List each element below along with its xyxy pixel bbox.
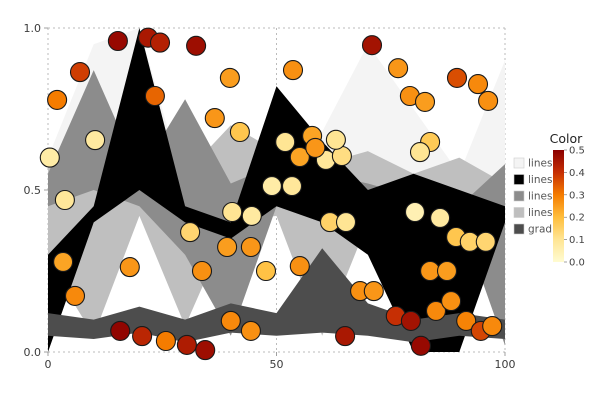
scatter-point <box>261 176 282 197</box>
scatter-point <box>186 35 207 56</box>
scatter-point <box>229 121 250 143</box>
scatter-point <box>155 330 176 352</box>
scatter-point <box>110 320 131 341</box>
scatter-point <box>204 108 225 129</box>
y-tick-label: 0.0 <box>24 346 42 359</box>
scatter-point <box>275 131 296 153</box>
color-legend: Color 0.0 0.1 0.2 0.3 0.4 0.5 <box>550 131 585 269</box>
scatter-point <box>409 142 431 163</box>
scatter-points <box>39 27 503 361</box>
area-series <box>48 125 505 336</box>
colorbar-tick-label: 0.4 <box>569 168 585 179</box>
scatter-point <box>241 205 262 226</box>
scatter-point <box>388 58 409 79</box>
scatter-point <box>220 310 241 331</box>
scatter-point <box>410 335 431 356</box>
scatter-point <box>400 310 421 331</box>
x-tick-label: 100 <box>495 358 516 371</box>
colorbar-tick-label: 0.0 <box>569 258 585 269</box>
scatter-point <box>85 130 106 151</box>
scatter-point <box>222 201 243 223</box>
legend-label: lines <box>528 207 552 219</box>
scatter-point <box>180 222 201 243</box>
scatter-point <box>53 251 74 272</box>
scatter-point <box>119 257 140 278</box>
legend-swatch <box>513 157 525 169</box>
scatter-point <box>240 320 261 341</box>
scatter-point <box>335 326 356 347</box>
y-tick-label: 1.0 <box>24 22 42 35</box>
legend-swatch <box>513 190 525 202</box>
legend-swatch <box>513 223 525 235</box>
scatter-point <box>467 74 489 95</box>
scatter-point <box>425 300 447 321</box>
scatter-point <box>430 207 451 228</box>
scatter-point <box>305 137 326 158</box>
scatter-point <box>361 35 383 56</box>
scatter-point <box>420 260 441 282</box>
scatter-point <box>54 189 75 211</box>
scatter-point <box>64 285 86 306</box>
series-legend: lines lines lines lines grad <box>513 157 552 236</box>
scatter-point <box>107 30 128 52</box>
scatter-point <box>47 89 68 110</box>
scatter-point <box>436 260 458 282</box>
scatter-point <box>176 334 197 355</box>
legend-label: lines <box>528 174 552 186</box>
legend-label: grad <box>528 224 552 236</box>
scatter-point <box>441 291 462 312</box>
scatter-point <box>325 129 346 150</box>
scatter-point <box>478 90 499 111</box>
scatter-point <box>132 326 153 347</box>
colorbar <box>553 150 564 262</box>
scatter-point <box>482 316 503 337</box>
colorbar-tick-label: 0.5 <box>569 146 585 157</box>
scatter-point <box>475 231 496 252</box>
legend-swatch <box>513 174 525 185</box>
scatter-point <box>217 236 238 258</box>
scatter-point <box>281 176 303 197</box>
scatter-point <box>69 62 91 83</box>
scatter-point <box>289 256 310 277</box>
scatter-point <box>335 212 357 233</box>
scatter-point <box>195 340 216 361</box>
scatter-point <box>289 146 310 168</box>
scatter-point <box>240 236 261 258</box>
scatter-point <box>282 60 304 81</box>
legend-swatch <box>513 207 525 218</box>
scatter-point <box>404 201 426 223</box>
scatter-point <box>39 147 60 168</box>
legend-label: lines <box>528 158 552 170</box>
x-tick-label: 50 <box>270 358 284 371</box>
scatter-point <box>255 260 277 282</box>
scatter-point <box>456 310 477 331</box>
axes: 0 50 100 0.0 0.5 1.0 <box>24 22 516 371</box>
scatter-point <box>446 67 468 88</box>
colorbar-tick-label: 0.1 <box>569 235 585 246</box>
scatter-point <box>363 281 384 302</box>
scatter-point <box>219 67 240 88</box>
y-tick-label: 0.5 <box>24 184 42 197</box>
colorbar-tick-label: 0.2 <box>569 213 585 224</box>
scatter-point <box>414 91 436 112</box>
colorbar-tick-label: 0.3 <box>569 190 585 201</box>
legend-label: lines <box>528 191 552 203</box>
scatter-point <box>149 32 171 53</box>
scatter-point <box>144 85 165 107</box>
x-tick-label: 0 <box>45 358 52 371</box>
colorbar-title: Color <box>550 131 583 146</box>
scatter-point <box>191 260 213 282</box>
